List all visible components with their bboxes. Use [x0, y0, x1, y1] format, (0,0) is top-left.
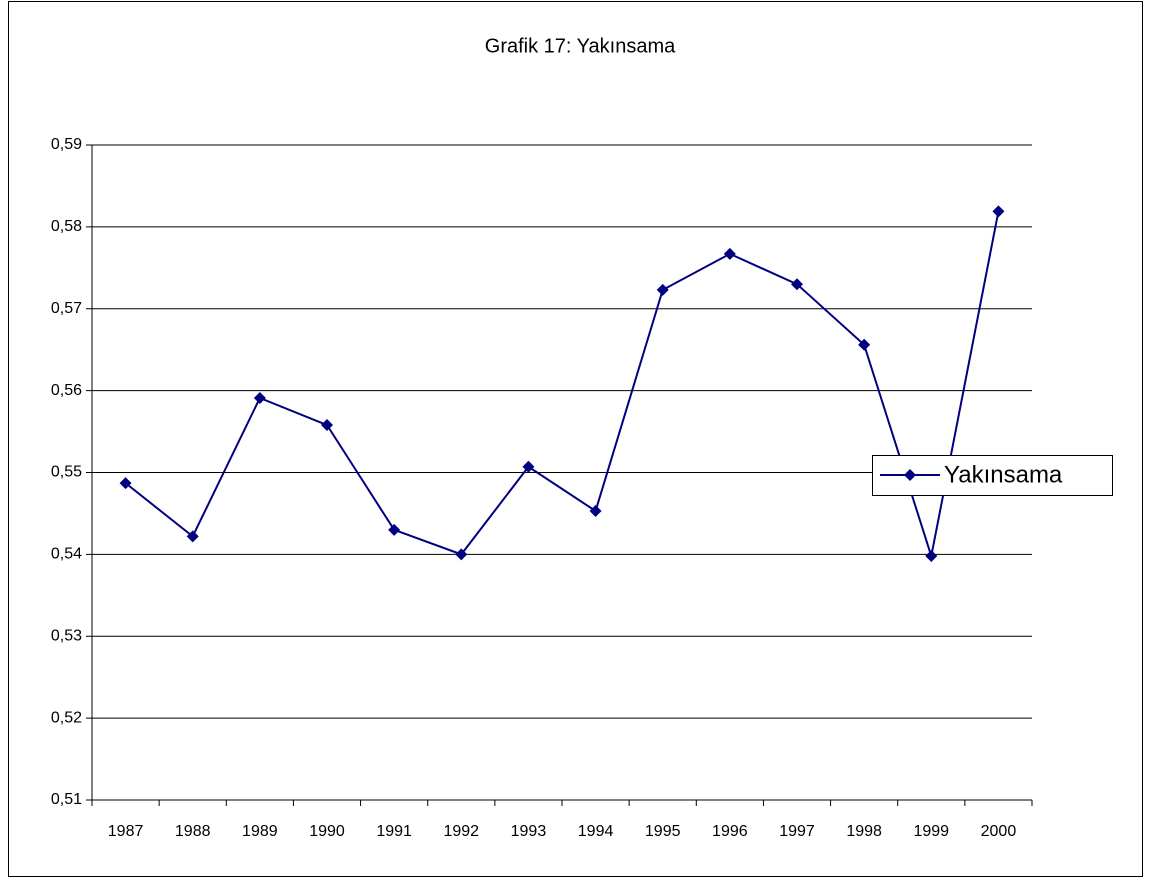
marker — [925, 550, 938, 563]
marker — [992, 205, 1005, 218]
y-tick-label: 0,58 — [51, 218, 82, 235]
y-tick-label: 0,51 — [51, 791, 82, 808]
y-tick-label: 0,59 — [51, 136, 82, 153]
x-tick-label: 1994 — [578, 823, 614, 840]
y-tick-label: 0,57 — [51, 300, 82, 317]
x-tick-label: 1997 — [779, 823, 815, 840]
x-tick-label: 1991 — [376, 823, 412, 840]
y-tick-label: 0,55 — [51, 464, 82, 481]
y-tick-label: 0,54 — [51, 546, 82, 563]
marker — [522, 460, 535, 473]
series-line — [124, 211, 1000, 557]
x-tick-label: 1988 — [175, 823, 211, 840]
chart-title: Grafik 17: Yakınsama — [485, 35, 676, 57]
y-tick-label: 0,52 — [51, 709, 82, 726]
legend-label: Yakınsama — [944, 461, 1063, 488]
legend-marker — [904, 469, 916, 481]
y-tick-label: 0,56 — [51, 382, 82, 399]
x-tick-label: 1989 — [242, 823, 278, 840]
x-tick-label: 1992 — [443, 823, 479, 840]
x-tick-label: 1990 — [309, 823, 345, 840]
marker — [858, 338, 871, 351]
x-tick-label: 1996 — [712, 823, 748, 840]
marker — [723, 247, 736, 260]
x-tick-label: 1998 — [846, 823, 882, 840]
marker — [589, 504, 602, 517]
marker — [253, 391, 266, 404]
marker — [388, 523, 401, 536]
x-tick-label: 1993 — [511, 823, 547, 840]
chart-border — [8, 1, 1143, 877]
x-tick-label: 1995 — [645, 823, 681, 840]
marker — [186, 530, 199, 543]
x-tick-label: 2000 — [981, 823, 1017, 840]
marker — [791, 278, 803, 291]
y-tick-label: 0,53 — [51, 627, 82, 644]
marker — [119, 477, 132, 490]
marker — [455, 548, 468, 561]
marker — [656, 283, 669, 296]
x-tick-label: 1999 — [913, 823, 949, 840]
marker — [321, 419, 333, 432]
x-tick-label: 1987 — [108, 823, 144, 840]
